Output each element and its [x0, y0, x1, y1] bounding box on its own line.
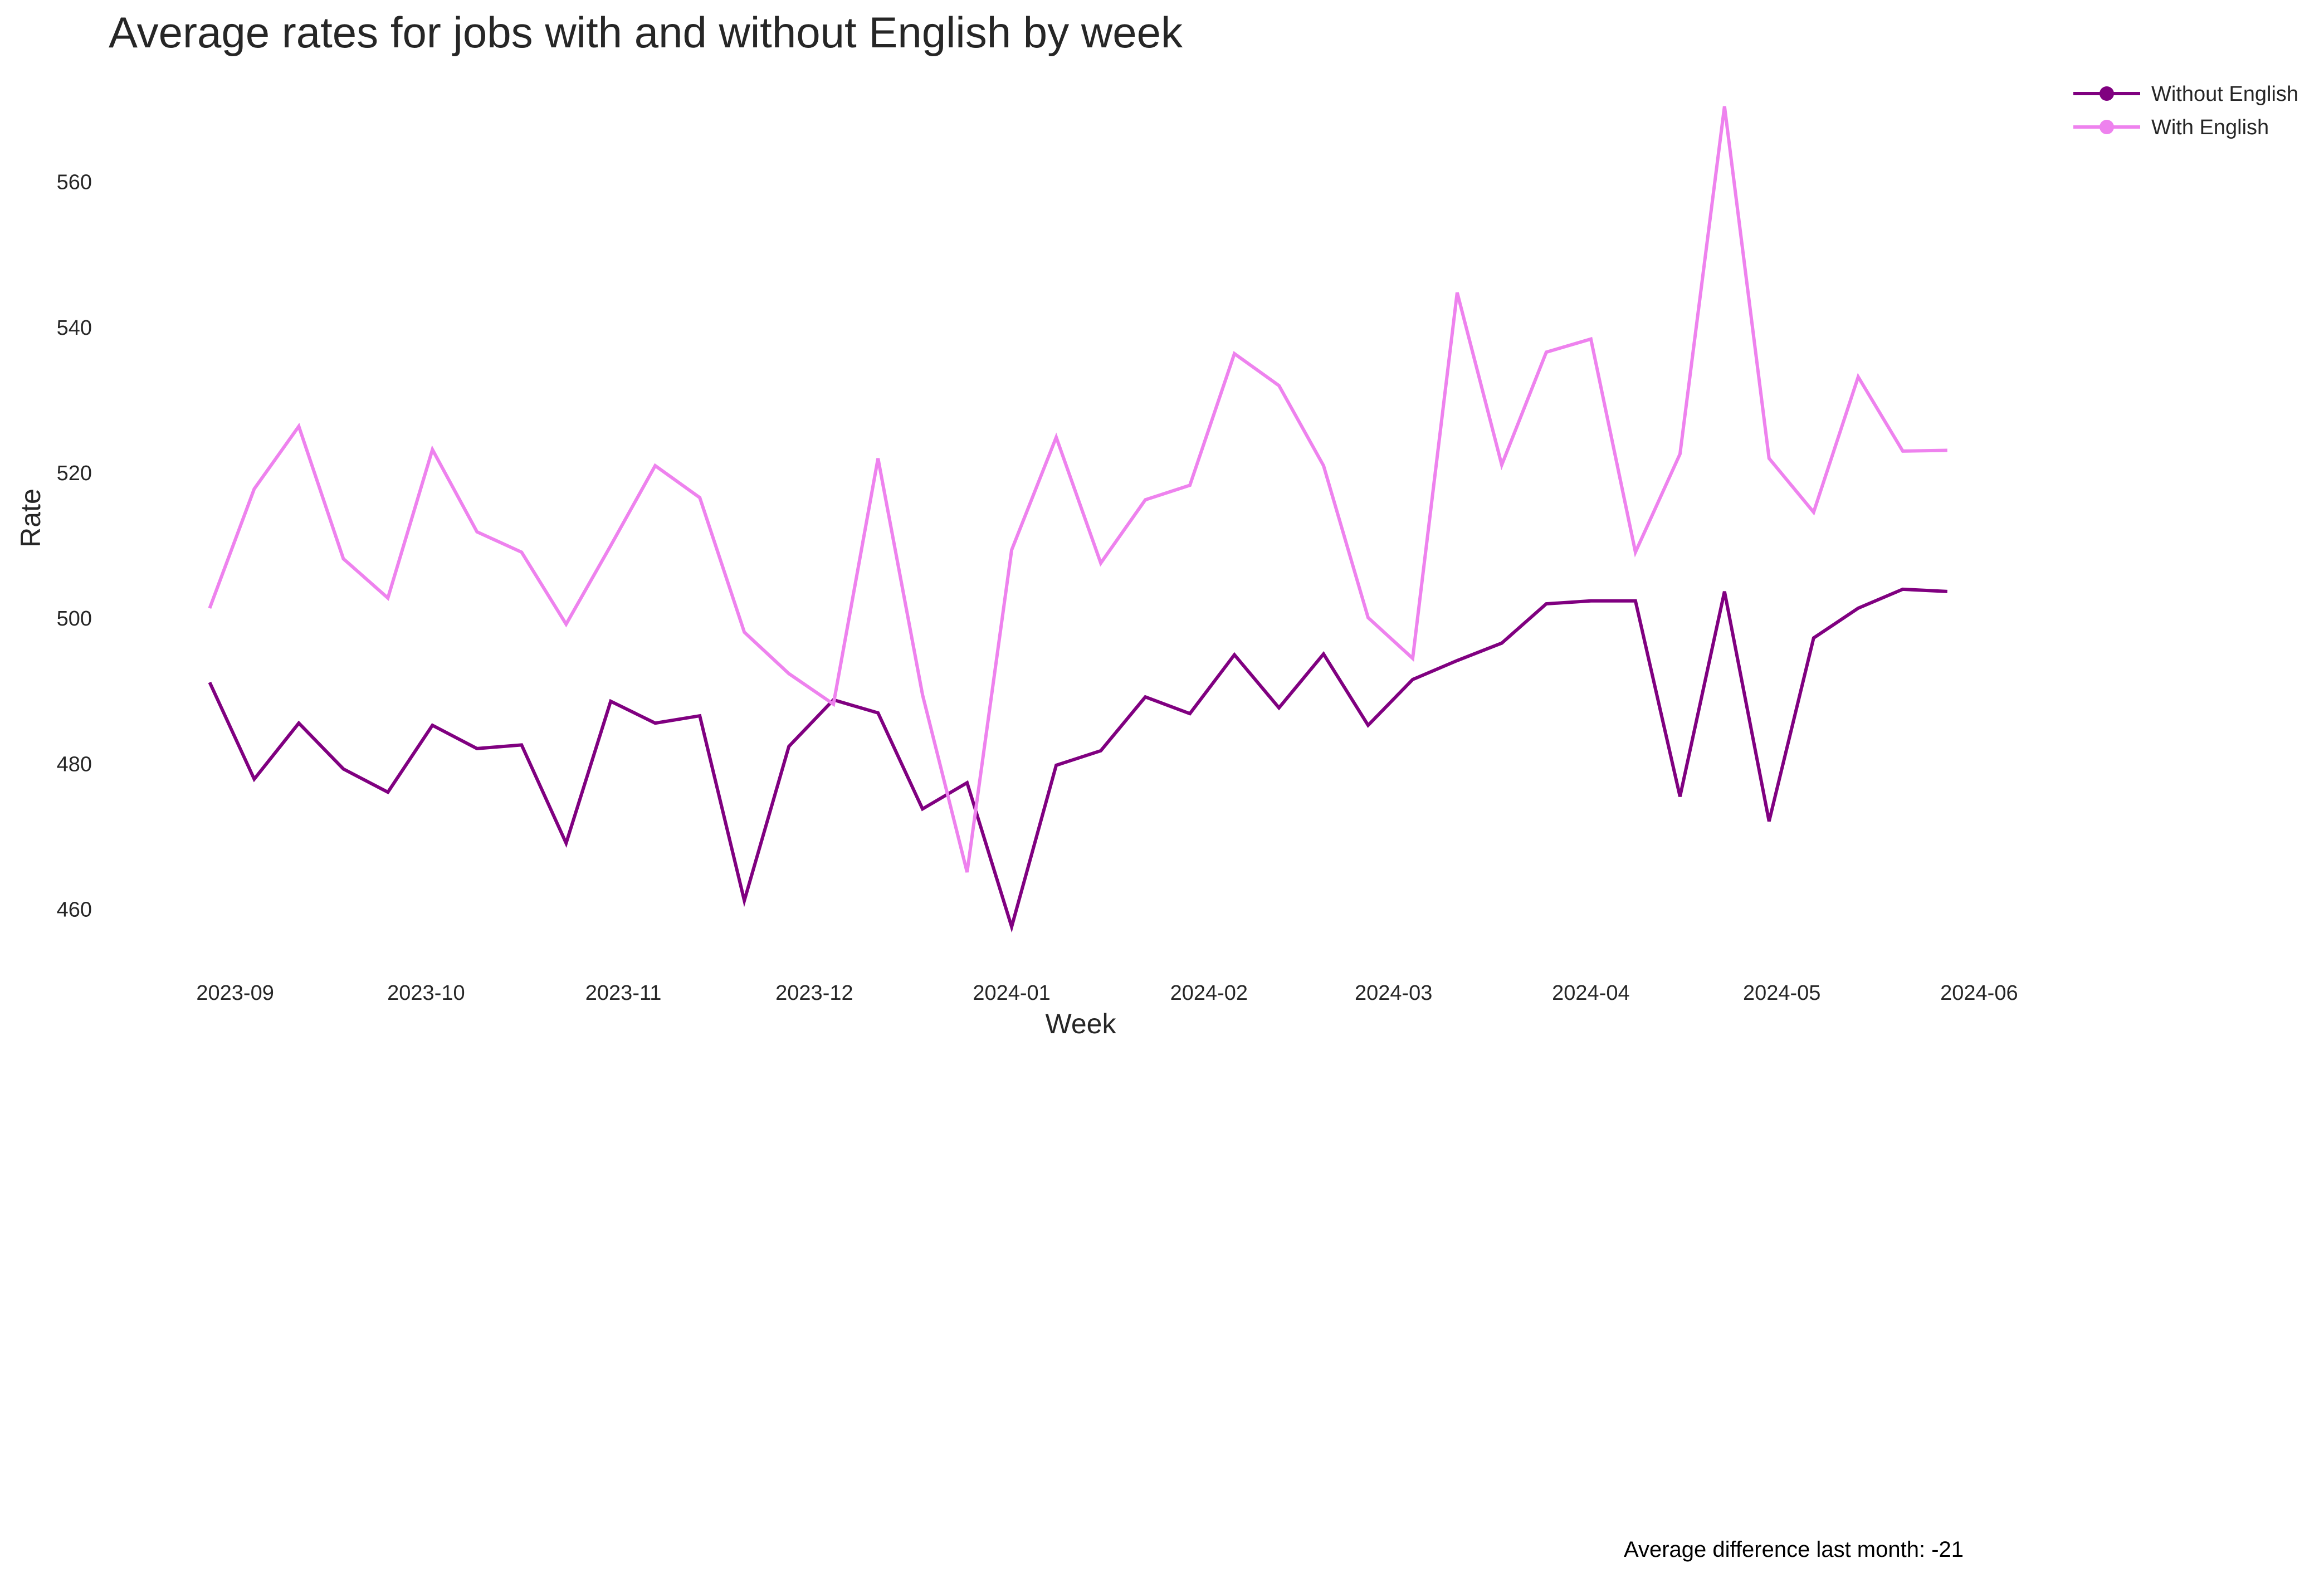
x-tick-label: 2023-12: [775, 981, 853, 1005]
x-axis-label: Week: [1046, 1008, 1117, 1039]
y-tick-label: 480: [57, 753, 92, 776]
legend-marker: [2100, 86, 2114, 101]
series-line-with-english: [208, 106, 1947, 873]
y-tick-label: 520: [57, 462, 92, 485]
average-difference-note: Average difference last month: -21: [1624, 1537, 1964, 1562]
y-tick-label: 560: [57, 171, 92, 194]
x-tick-label: 2024-05: [1743, 981, 1820, 1005]
legend-marker: [2100, 120, 2114, 134]
x-tick-label: 2024-02: [1170, 981, 1248, 1005]
series-with-english: [208, 106, 1947, 873]
legend-label: Without English: [2151, 82, 2298, 106]
legend-label: With English: [2151, 116, 2269, 139]
x-tick-label: 2024-01: [973, 981, 1050, 1005]
y-tick-label: 500: [57, 607, 92, 631]
x-tick-label: 2024-04: [1552, 981, 1629, 1005]
x-tick-label: 2023-10: [387, 981, 465, 1005]
y-axis-ticks: 460 480 500 520 540 560: [57, 171, 92, 922]
y-tick-label: 540: [57, 316, 92, 340]
x-axis-ticks: 2023-09 2023-10 2023-11 2023-12 2024-01 2024-…: [196, 981, 2018, 1005]
y-tick-label: 460: [57, 898, 92, 921]
chart-title: Average rates for jobs with and without …: [109, 8, 1183, 57]
x-tick-label: 2023-09: [196, 981, 274, 1005]
y-axis-label: Rate: [15, 488, 46, 548]
series-line-without-english: [208, 587, 1947, 933]
x-tick-label: 2024-03: [1355, 981, 1432, 1005]
x-tick-label: 2024-06: [1940, 981, 2018, 1005]
plot-area: [208, 106, 1947, 933]
legend: Without English With English: [2073, 82, 2298, 139]
series-without-english: [208, 587, 1947, 933]
x-tick-label: 2023-11: [585, 981, 662, 1005]
legend-item-with-english: With English: [2073, 116, 2269, 139]
legend-item-without-english: Without English: [2073, 82, 2298, 106]
